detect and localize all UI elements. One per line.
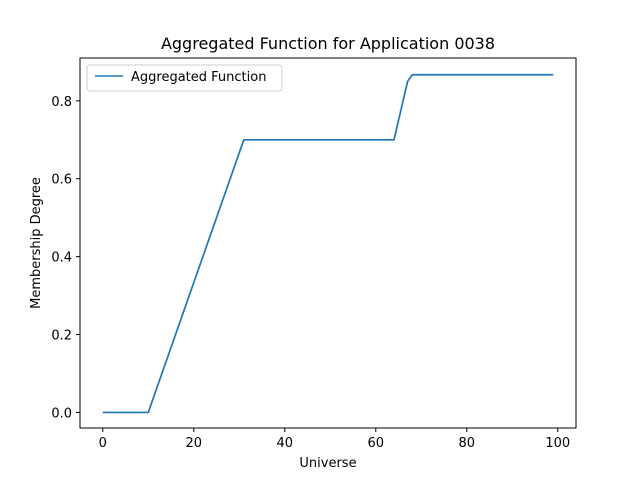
y-axis: 0.0 0.2 0.4 0.6 0.8 — [51, 95, 80, 421]
y-tick-label: 0.2 — [51, 329, 72, 344]
x-axis-label: Universe — [299, 456, 356, 471]
y-tick-label: 0.6 — [51, 173, 72, 188]
plot-area — [102, 73, 554, 414]
legend-box — [86, 64, 283, 92]
y-tick-label: 0.8 — [51, 95, 72, 110]
x-tick-label: 0 — [99, 436, 107, 451]
plot-frame — [79, 57, 577, 429]
x-axis: 0 20 40 60 80 100 — [99, 428, 570, 451]
y-axis-label: Membership Degree — [29, 177, 44, 309]
x-tick-label: 80 — [459, 436, 476, 451]
y-tick-label: 0.0 — [51, 406, 72, 421]
x-tick-label: 20 — [185, 436, 202, 451]
chart-title: Aggregated Function for Application 0038 — [161, 34, 495, 53]
legend: Aggregated Function — [86, 64, 283, 92]
x-tick-label: 40 — [276, 436, 293, 451]
x-tick-label: 60 — [368, 436, 385, 451]
series-line-0 — [102, 73, 554, 414]
legend-label: Aggregated Function — [131, 70, 266, 85]
y-tick-label: 0.4 — [51, 251, 72, 266]
x-tick-label: 100 — [545, 436, 570, 451]
